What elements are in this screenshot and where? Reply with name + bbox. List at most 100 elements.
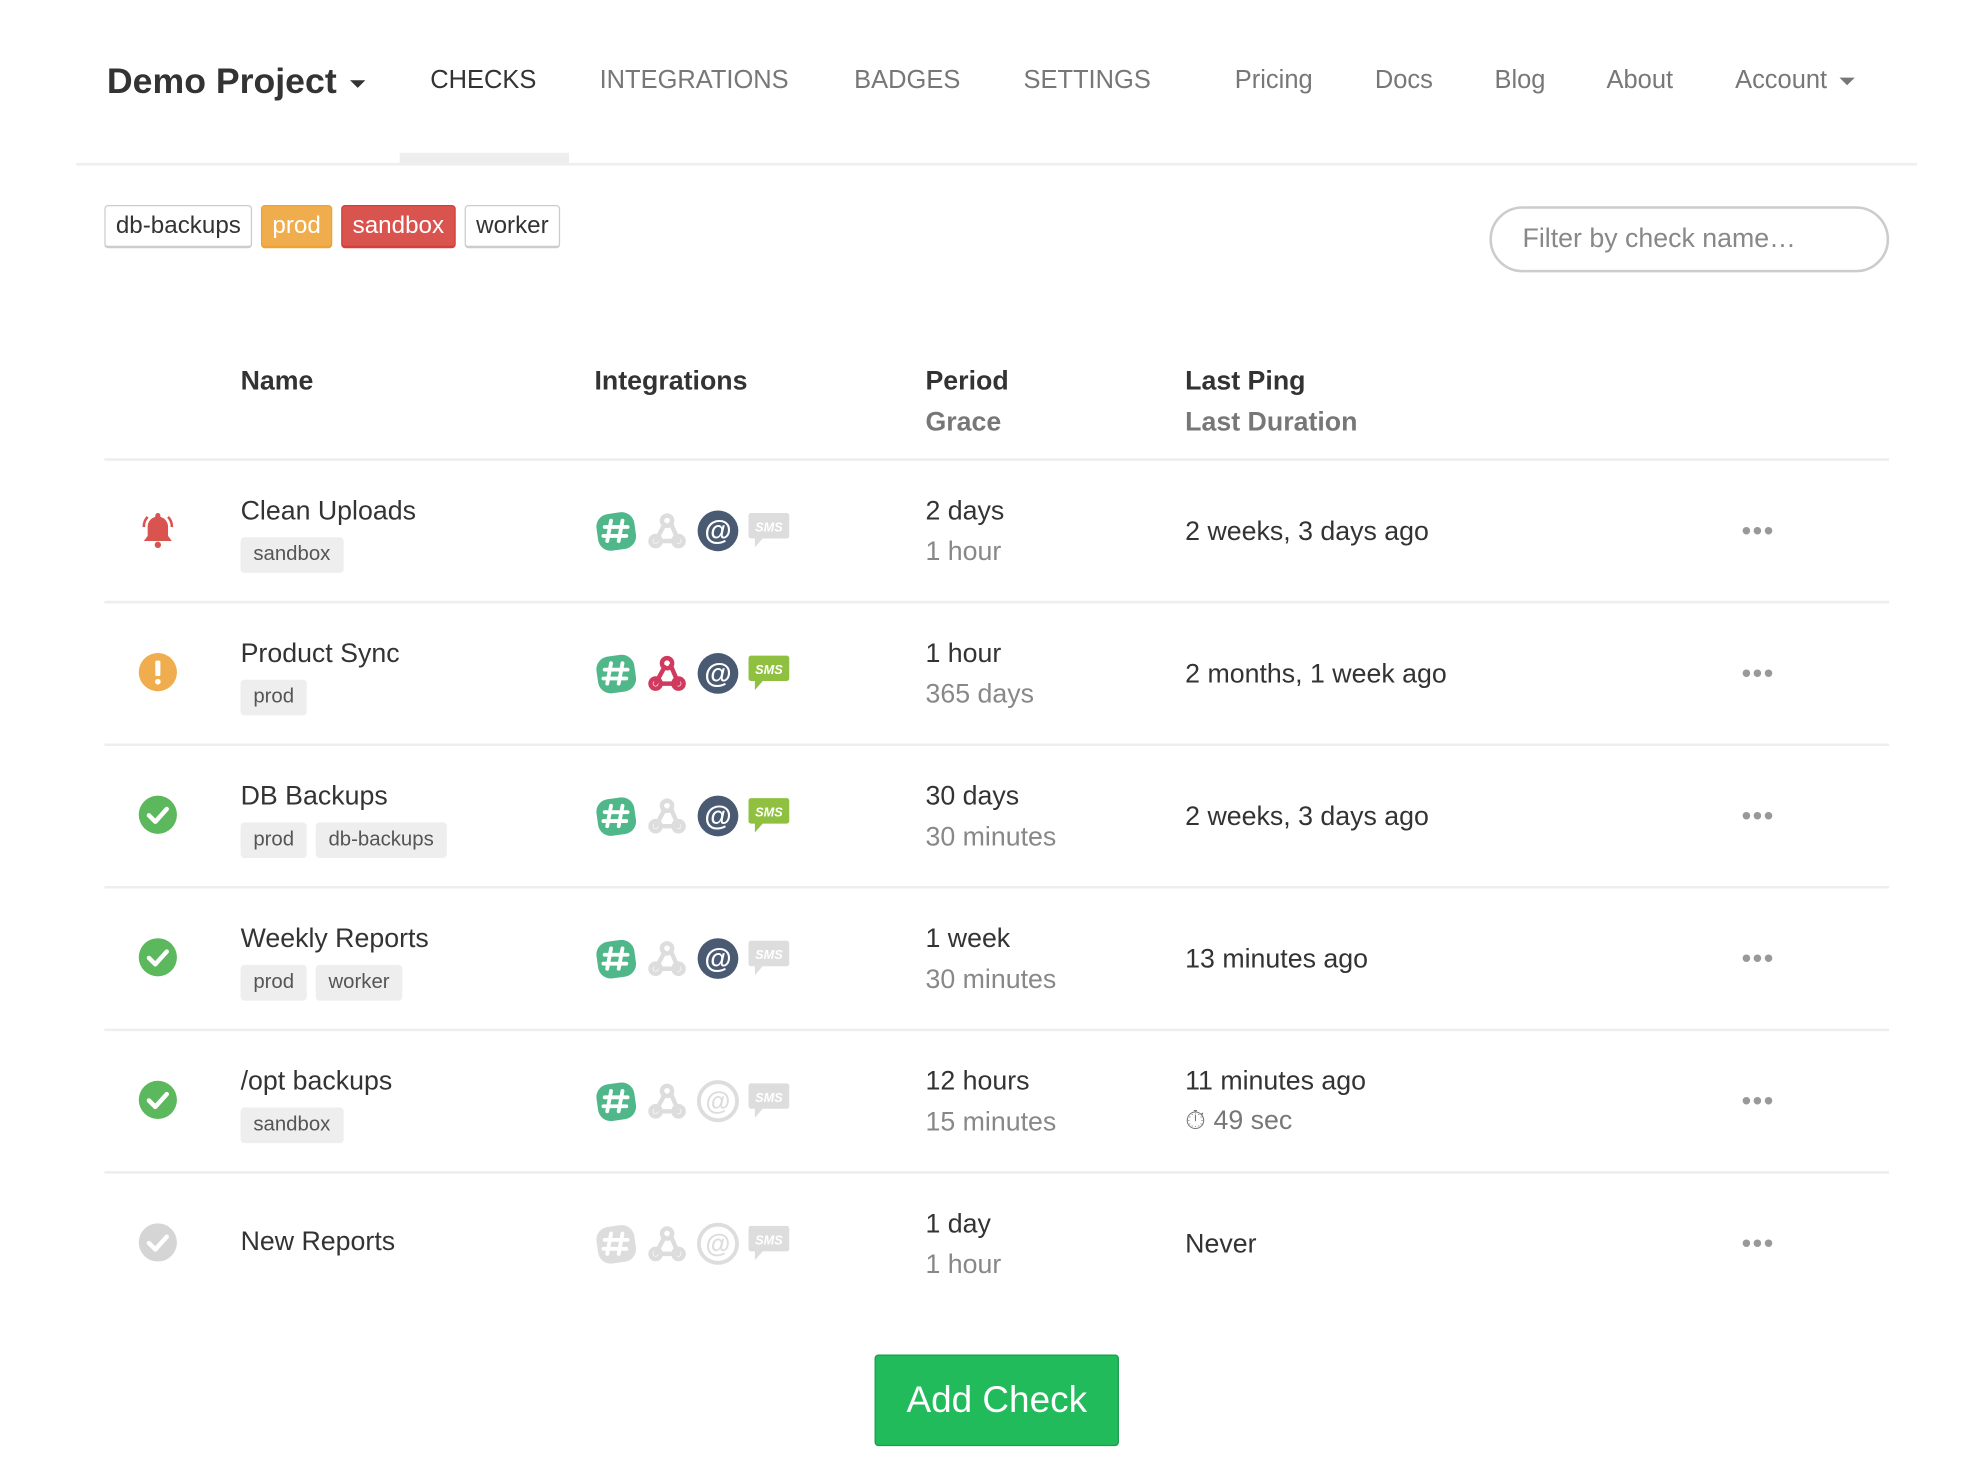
tag-filter-prod[interactable]: prod xyxy=(260,204,333,249)
svg-text:SMS: SMS xyxy=(755,662,783,677)
webhook-integration-icon[interactable] xyxy=(645,1222,688,1265)
account-dropdown[interactable]: Account xyxy=(1735,66,1856,95)
check-menu-button[interactable]: ••• xyxy=(1741,1227,1775,1259)
sms-integration-icon[interactable]: SMS xyxy=(747,1080,790,1123)
check-name[interactable]: DB Backups xyxy=(240,781,388,811)
check-tag[interactable]: prod xyxy=(240,822,307,859)
webhook-integration-icon[interactable] xyxy=(645,652,688,695)
slack-integration-icon[interactable] xyxy=(594,794,637,837)
webhook-integration-icon[interactable] xyxy=(645,937,688,980)
check-period: 2 days xyxy=(925,496,1005,526)
sms-integration-icon[interactable]: SMS xyxy=(747,937,790,980)
last-ping: 2 weeks, 3 days ago xyxy=(1185,516,1429,547)
slack-integration-icon[interactable] xyxy=(594,652,637,695)
svg-text:@: @ xyxy=(704,942,731,973)
link-pricing[interactable]: Pricing xyxy=(1234,66,1313,95)
slack-integration-icon[interactable] xyxy=(594,1080,637,1123)
check-name[interactable]: Product Sync xyxy=(240,639,400,669)
check-tag[interactable]: db-backups xyxy=(315,822,447,859)
table-row: Weekly Reports prod worker @ SMS 1 week 30… xyxy=(104,886,1890,1031)
project-dropdown[interactable]: Demo Project xyxy=(107,61,365,102)
email-integration-icon[interactable]: @ xyxy=(696,652,739,695)
header-last-ping: Last Ping xyxy=(1185,366,1306,396)
status-up-icon xyxy=(137,1080,178,1121)
tab-settings[interactable]: SETTINGS xyxy=(1023,66,1151,95)
tab-checks[interactable]: CHECKS xyxy=(430,66,537,95)
email-integration-icon[interactable]: @ xyxy=(696,794,739,837)
check-grace: 1 hour xyxy=(925,1250,1002,1280)
project-name: Demo Project xyxy=(106,61,337,101)
check-menu-button[interactable]: ••• xyxy=(1741,799,1775,832)
check-grace: 30 minutes xyxy=(925,822,1057,852)
integrations: @ SMS xyxy=(594,509,790,552)
tag-filter-sandbox[interactable]: sandbox xyxy=(341,204,456,249)
svg-text:SMS: SMS xyxy=(755,1232,783,1247)
check-tags: prod db-backups xyxy=(240,822,456,859)
check-tag[interactable]: worker xyxy=(315,964,403,1001)
link-about[interactable]: About xyxy=(1606,66,1674,95)
table-row: New Reports @ SMS 1 day 1 hour Never ••• xyxy=(104,1171,1890,1316)
check-menu-button[interactable]: ••• xyxy=(1741,1084,1775,1117)
check-period: 1 day xyxy=(925,1209,991,1239)
last-ping: 11 minutes ago xyxy=(1185,1066,1366,1097)
check-grace: 15 minutes xyxy=(925,1107,1057,1137)
check-tags: sandbox xyxy=(240,1107,352,1144)
sms-integration-icon[interactable]: SMS xyxy=(747,652,790,695)
integrations: @ SMS xyxy=(594,652,790,695)
slack-integration-icon[interactable] xyxy=(594,1222,637,1265)
slack-integration-icon[interactable] xyxy=(594,509,637,552)
tag-filter-db-backups[interactable]: db-backups xyxy=(104,204,253,249)
tab-badges[interactable]: BADGES xyxy=(854,66,961,95)
webhook-integration-icon[interactable] xyxy=(645,509,688,552)
active-tab-indicator xyxy=(399,152,570,163)
svg-text:@: @ xyxy=(706,1231,731,1259)
check-tag[interactable]: prod xyxy=(240,964,307,1001)
status-grace-icon xyxy=(137,652,178,693)
link-docs[interactable]: Docs xyxy=(1374,66,1433,95)
sms-integration-icon[interactable]: SMS xyxy=(747,509,790,552)
webhook-integration-icon[interactable] xyxy=(645,1080,688,1123)
email-integration-icon[interactable]: @ xyxy=(696,1080,739,1123)
table-row: Clean Uploads sandbox @ SMS 2 days 1 hour… xyxy=(104,458,1890,603)
svg-text:@: @ xyxy=(706,1088,731,1116)
check-menu-button[interactable]: ••• xyxy=(1741,942,1775,974)
check-grace: 1 hour xyxy=(925,537,1002,567)
svg-text:@: @ xyxy=(704,515,731,546)
webhook-integration-icon[interactable] xyxy=(645,794,688,837)
link-blog[interactable]: Blog xyxy=(1494,66,1546,95)
check-name[interactable]: Clean Uploads xyxy=(240,496,416,526)
header-integrations: Integrations xyxy=(594,366,748,396)
email-integration-icon[interactable]: @ xyxy=(696,509,739,552)
check-grace: 365 days xyxy=(925,679,1034,710)
check-menu-button[interactable]: ••• xyxy=(1741,514,1775,547)
check-name[interactable]: /opt backups xyxy=(240,1066,393,1097)
filter-input[interactable] xyxy=(1489,206,1890,273)
check-tag[interactable]: sandbox xyxy=(240,1107,344,1144)
email-integration-icon[interactable]: @ xyxy=(696,937,739,980)
sms-integration-icon[interactable]: SMS xyxy=(747,794,790,837)
svg-text:SMS: SMS xyxy=(755,1090,783,1105)
slack-integration-icon[interactable] xyxy=(594,937,637,980)
caret-down-icon xyxy=(349,79,365,88)
status-down-icon xyxy=(137,509,178,550)
navbar: Demo Project CHECKS INTEGRATIONS BADGES … xyxy=(76,0,1918,166)
integrations: @ SMS xyxy=(594,794,790,837)
check-menu-button[interactable]: ••• xyxy=(1741,656,1775,689)
last-duration: ⏱ 49 sec xyxy=(1185,1106,1292,1137)
check-tag[interactable]: sandbox xyxy=(240,537,344,573)
svg-text:@: @ xyxy=(704,657,731,688)
check-name[interactable]: Weekly Reports xyxy=(240,924,429,954)
email-integration-icon[interactable]: @ xyxy=(696,1222,739,1265)
tab-integrations[interactable]: INTEGRATIONS xyxy=(599,66,789,95)
check-tags: sandbox xyxy=(240,537,352,573)
check-tags: prod xyxy=(240,679,316,716)
sms-integration-icon[interactable]: SMS xyxy=(747,1222,790,1265)
svg-text:SMS: SMS xyxy=(755,947,783,962)
check-name[interactable]: New Reports xyxy=(240,1227,396,1257)
check-tag[interactable]: prod xyxy=(240,679,307,716)
tag-filter-worker[interactable]: worker xyxy=(464,204,561,249)
status-new-icon xyxy=(137,1222,178,1263)
status-up-icon xyxy=(137,937,178,978)
add-check-button[interactable]: Add Check xyxy=(874,1354,1119,1447)
last-ping: 2 months, 1 week ago xyxy=(1185,659,1447,689)
